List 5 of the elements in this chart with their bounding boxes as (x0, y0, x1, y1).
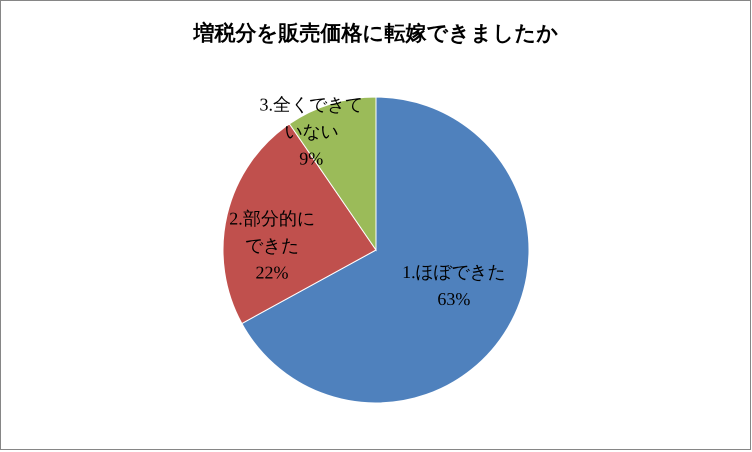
data-label: 22% (254, 261, 290, 284)
slice-label: 1.ほぼできた (401, 260, 507, 284)
data-label: 63% (436, 288, 472, 311)
slice-label: 2.部分的にできた (228, 207, 316, 258)
chart-title: 増税分を販売価格に転嫁できましたか (192, 20, 560, 47)
